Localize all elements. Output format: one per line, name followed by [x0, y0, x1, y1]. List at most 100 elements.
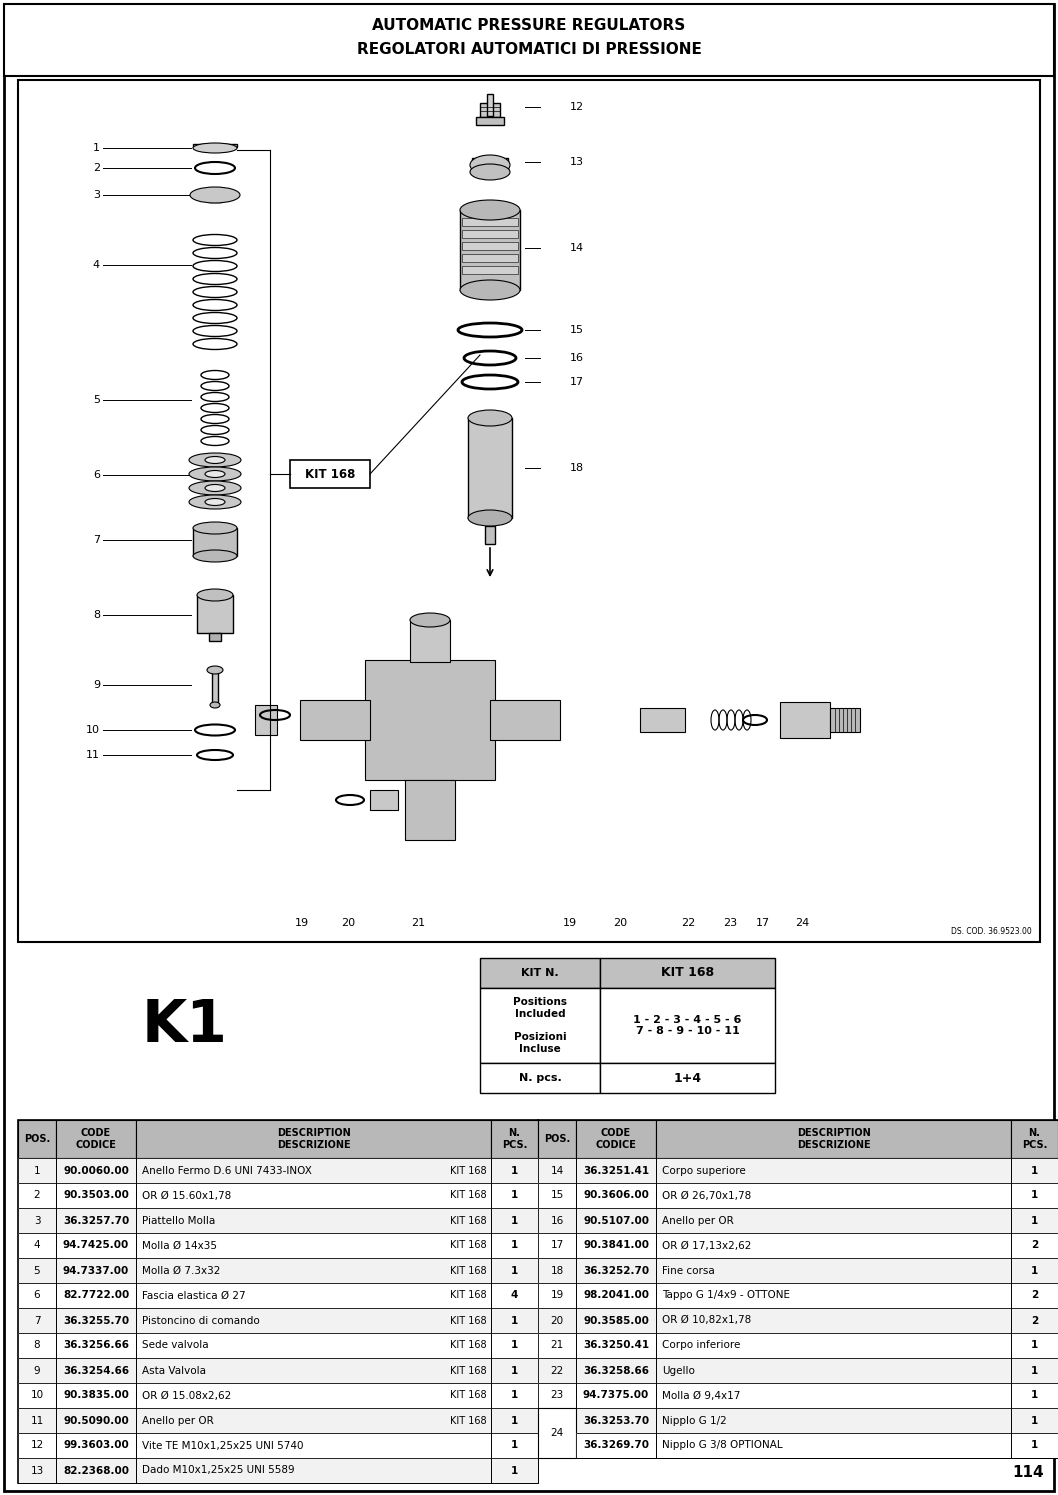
Bar [480, 988, 600, 1063]
Bar [539, 1408, 1058, 1458]
Text: 18: 18 [570, 463, 584, 472]
Bar [656, 1283, 1011, 1308]
Bar [539, 1159, 1058, 1183]
Text: 3: 3 [34, 1215, 40, 1226]
Bar [480, 1063, 600, 1093]
Bar [539, 1334, 1058, 1357]
Bar [539, 1159, 576, 1183]
Text: 20: 20 [613, 918, 627, 928]
Text: 7: 7 [34, 1316, 40, 1326]
Bar [491, 1408, 539, 1434]
Bar [491, 1283, 539, 1308]
Text: 13: 13 [570, 157, 584, 167]
Bar [576, 1308, 656, 1334]
Text: Anello per OR: Anello per OR [662, 1215, 734, 1226]
Text: 20: 20 [550, 1316, 564, 1326]
Bar [18, 1208, 539, 1233]
Bar [18, 1283, 56, 1308]
Bar [462, 254, 518, 262]
Bar [136, 1283, 491, 1308]
Text: 36.3254.66: 36.3254.66 [62, 1365, 129, 1375]
Text: 5: 5 [93, 395, 101, 405]
Text: 90.5107.00: 90.5107.00 [583, 1215, 649, 1226]
Bar [1011, 1383, 1058, 1408]
Text: 1: 1 [1030, 1341, 1038, 1350]
Text: 2: 2 [34, 1190, 40, 1200]
Text: POS.: POS. [24, 1135, 50, 1144]
Bar [656, 1159, 1011, 1183]
Text: 21: 21 [550, 1341, 564, 1350]
Ellipse shape [190, 187, 240, 203]
Text: N.
PCS.: N. PCS. [1022, 1129, 1047, 1150]
Bar [136, 1233, 491, 1257]
Bar [539, 1183, 576, 1208]
Text: 21: 21 [411, 918, 425, 928]
Bar [18, 1159, 56, 1183]
Text: 1: 1 [1030, 1365, 1038, 1375]
Bar [656, 1308, 1011, 1334]
Text: 24: 24 [550, 1428, 564, 1438]
Bar [1011, 1283, 1058, 1308]
Bar [18, 1308, 56, 1334]
Bar [576, 1159, 656, 1183]
Text: 1: 1 [1030, 1215, 1038, 1226]
Bar [491, 1159, 539, 1183]
Text: Asta Valvola: Asta Valvola [142, 1365, 206, 1375]
Text: 1: 1 [511, 1365, 518, 1375]
Bar [491, 1120, 539, 1159]
Text: 1: 1 [511, 1390, 518, 1401]
Text: 2: 2 [1030, 1290, 1038, 1301]
Bar [487, 94, 493, 117]
Text: 1+4: 1+4 [674, 1072, 701, 1084]
Bar [539, 1208, 1058, 1233]
Text: 94.7375.00: 94.7375.00 [583, 1390, 650, 1401]
Bar [539, 1408, 576, 1458]
Text: 4: 4 [93, 260, 101, 271]
Bar [539, 1383, 576, 1408]
Bar [491, 1208, 539, 1233]
Bar [829, 709, 860, 733]
Bar [1011, 1334, 1058, 1357]
Bar [576, 1334, 656, 1357]
Bar [365, 659, 495, 780]
Bar [18, 1159, 539, 1183]
Bar [485, 526, 495, 544]
Bar [56, 1183, 136, 1208]
Bar [136, 1120, 491, 1159]
Text: 90.3606.00: 90.3606.00 [583, 1190, 649, 1200]
Text: Molla Ø 9,4x17: Molla Ø 9,4x17 [662, 1390, 741, 1401]
Text: KIT 168: KIT 168 [451, 1365, 487, 1375]
Bar [539, 1308, 576, 1334]
Ellipse shape [207, 665, 223, 674]
Text: 94.7337.00: 94.7337.00 [62, 1265, 129, 1275]
Bar [491, 1257, 539, 1283]
Bar [576, 1408, 656, 1458]
Text: DESCRIPTION
DESCRIZIONE: DESCRIPTION DESCRIZIONE [276, 1129, 350, 1150]
Text: 1: 1 [511, 1241, 518, 1250]
Bar [56, 1257, 136, 1283]
Bar [1011, 1257, 1058, 1283]
Text: KIT 168: KIT 168 [451, 1416, 487, 1426]
Bar [600, 988, 776, 1063]
Bar [576, 1283, 656, 1308]
Bar [576, 1208, 656, 1233]
Bar [656, 1208, 1011, 1233]
Bar [640, 709, 685, 733]
Bar [18, 1383, 539, 1408]
Text: Sede valvola: Sede valvola [142, 1341, 208, 1350]
Bar [136, 1257, 491, 1283]
Text: Piattello Molla: Piattello Molla [142, 1215, 215, 1226]
Bar [491, 1308, 539, 1334]
Text: 19: 19 [295, 918, 309, 928]
Bar [18, 81, 1040, 942]
Text: 12: 12 [31, 1441, 43, 1450]
Text: Corpo superiore: Corpo superiore [662, 1166, 746, 1175]
Bar [1011, 1357, 1058, 1383]
Bar [490, 700, 560, 740]
Text: 36.3269.70: 36.3269.70 [583, 1441, 649, 1450]
Text: 1: 1 [34, 1166, 40, 1175]
Text: 90.3585.00: 90.3585.00 [583, 1316, 649, 1326]
Bar [300, 700, 370, 740]
Bar [539, 1120, 1058, 1458]
Text: 1: 1 [93, 144, 101, 152]
